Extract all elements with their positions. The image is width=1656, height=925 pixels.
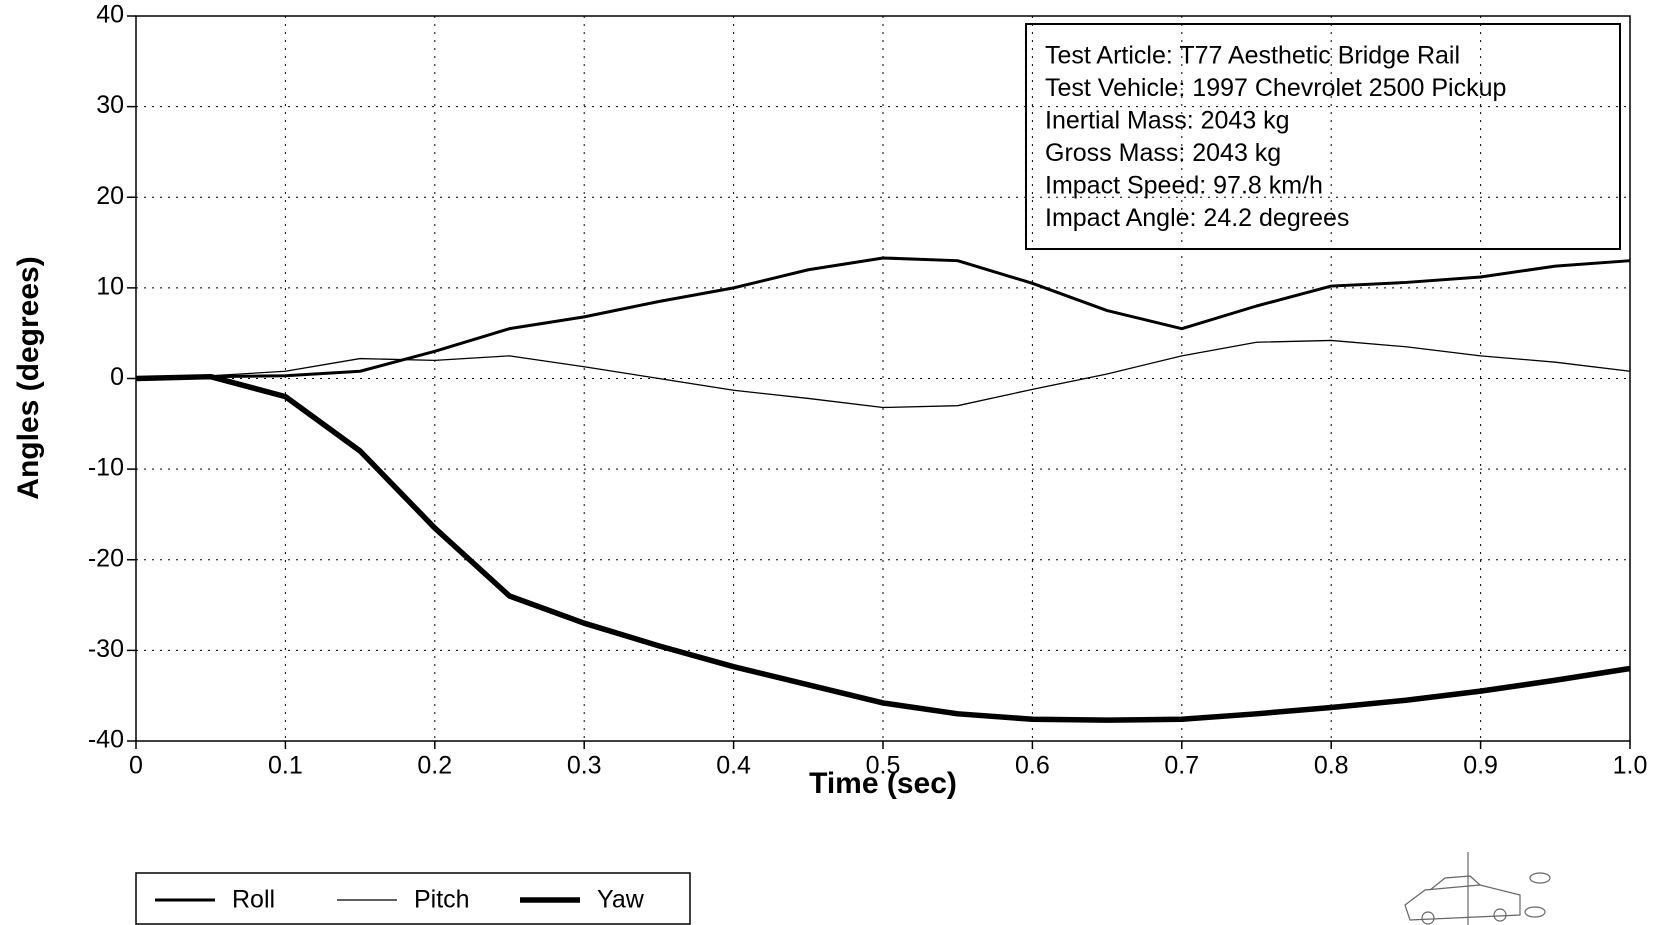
info-box [1025,23,1621,250]
y-tick-label: 30 [96,91,124,119]
vehicle-icon [1404,852,1551,925]
y-tick-label: -10 [88,454,124,482]
y-tick-label: 40 [96,1,124,29]
y-tick-label: -40 [88,726,124,754]
y-tick-label: 0 [110,363,124,391]
legend-label: Yaw [597,886,645,914]
x-tick-label: 0.7 [1164,752,1199,780]
x-tick-label: 0.5 [866,752,901,780]
legend-label: Roll [232,886,275,914]
info-text: Test Article: T77 Aesthetic Bridge Rail [1045,42,1460,70]
x-tick-label: 0.4 [716,752,751,780]
legend-label: Pitch [414,886,470,914]
x-tick-label: 0.3 [567,752,602,780]
series-line [135,339,1631,409]
info-text: Inertial Mass: 2043 kg [1045,107,1290,135]
info-text: Test Vehicle: 1997 Chevrolet 2500 Pickup [1045,74,1506,102]
x-tick-label: 0.6 [1015,752,1050,780]
x-tick-label: 0.9 [1463,752,1498,780]
x-tick-label: 0.8 [1314,752,1349,780]
x-tick-label: 0.1 [268,752,303,780]
x-tick-label: 1.0 [1613,752,1648,780]
legend-box [135,872,691,925]
series-line [135,373,1631,723]
x-tick-label: 0 [129,752,143,780]
y-tick-label: -20 [88,544,124,572]
y-tick-label: 20 [96,182,124,210]
series-line [135,256,1631,380]
y-tick-label: 10 [96,272,124,300]
info-text: Impact Angle: 24.2 degrees [1045,204,1349,232]
y-tick-label: -30 [88,635,124,663]
x-axis-title: Time (sec) [809,767,957,800]
y-axis-title: Angles (degrees) [12,256,45,499]
info-text: Impact Speed: 97.8 km/h [1045,172,1323,200]
x-tick-label: 0.2 [417,752,452,780]
info-text: Gross Mass: 2043 kg [1045,139,1281,167]
